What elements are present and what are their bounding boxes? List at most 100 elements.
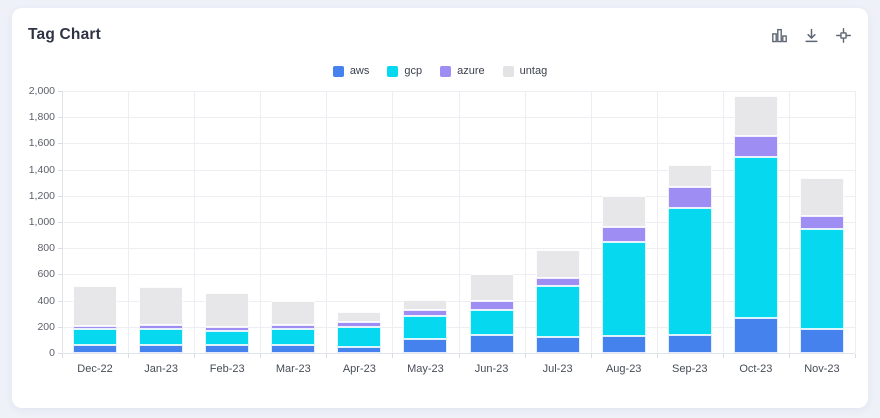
bar-segment-gcp[interactable] — [733, 156, 778, 318]
bar-segment-gcp[interactable] — [271, 328, 316, 346]
stacked-bar-jan-23[interactable] — [139, 91, 184, 353]
stacked-bar-may-23[interactable] — [403, 91, 448, 353]
v-gridline — [855, 91, 856, 353]
y-tick — [58, 274, 62, 276]
x-tick — [458, 354, 460, 358]
v-gridline — [590, 91, 592, 353]
bar-segment-aws[interactable] — [73, 345, 118, 353]
stacked-bar-mar-23[interactable] — [271, 91, 316, 353]
bar-segment-untag[interactable] — [535, 249, 580, 279]
y-tick — [58, 195, 62, 197]
y-axis-label: 0 — [49, 347, 55, 359]
bar-segment-aws[interactable] — [205, 345, 250, 353]
bar-segment-gcp[interactable] — [469, 309, 514, 336]
legend-item-azure[interactable]: azure — [440, 65, 485, 77]
bar-segment-gcp[interactable] — [799, 229, 844, 330]
stacked-bar-oct-23[interactable] — [733, 91, 778, 353]
bar-segment-aws[interactable] — [403, 338, 448, 353]
bar-segment-azure[interactable] — [271, 324, 316, 329]
legend-item-aws[interactable]: aws — [332, 65, 369, 77]
bar-segment-azure[interactable] — [535, 278, 580, 287]
bar-segment-gcp[interactable] — [139, 329, 184, 345]
card-header: Tag Chart — [28, 22, 856, 48]
bar-segment-untag[interactable] — [469, 274, 514, 301]
chart-title: Tag Chart — [28, 26, 101, 43]
stacked-bar-aug-23[interactable] — [601, 91, 646, 353]
bar-segment-untag[interactable] — [733, 96, 778, 136]
y-axis-label: 1,000 — [28, 216, 55, 228]
y-axis-label: 1,800 — [28, 111, 55, 124]
v-gridline — [524, 91, 526, 353]
x-axis-label: Jan-23 — [144, 363, 178, 375]
bar-segment-azure[interactable] — [337, 322, 382, 327]
bar-segment-azure[interactable] — [667, 187, 712, 209]
v-gridline — [722, 91, 724, 353]
x-tick — [524, 354, 526, 358]
x-axis-label: Nov-23 — [804, 363, 840, 375]
bar-segment-aws[interactable] — [667, 335, 712, 353]
bar-segment-azure[interactable] — [73, 325, 118, 330]
bar-segment-untag[interactable] — [337, 311, 382, 323]
legend-swatch-azure — [440, 65, 452, 77]
bar-segment-azure[interactable] — [469, 300, 514, 310]
y-tick — [58, 222, 62, 223]
bar-segment-untag[interactable] — [271, 300, 316, 325]
bar-segment-azure[interactable] — [139, 324, 184, 330]
bar-segment-gcp[interactable] — [205, 331, 250, 346]
legend-item-untag[interactable]: untag — [502, 65, 547, 77]
download-icon[interactable] — [798, 22, 824, 48]
stacked-bar-jul-23[interactable] — [535, 91, 580, 353]
stacked-bar-apr-23[interactable] — [337, 91, 382, 353]
bar-segment-aws[interactable] — [139, 344, 184, 353]
bar-segment-azure[interactable] — [601, 226, 646, 243]
bar-segment-aws[interactable] — [271, 345, 316, 353]
x-tick — [194, 354, 196, 358]
bar-segment-untag[interactable] — [601, 195, 646, 227]
bar-segment-aws[interactable] — [469, 335, 514, 353]
bar-segment-aws[interactable] — [799, 329, 844, 353]
x-axis-label: Jun-23 — [474, 363, 509, 375]
bar-segment-gcp[interactable] — [667, 208, 712, 336]
legend-item-gcp[interactable]: gcp — [387, 65, 422, 77]
bar-segment-untag[interactable] — [139, 286, 184, 325]
bar-segment-untag[interactable] — [799, 178, 844, 217]
v-gridline — [458, 91, 460, 353]
y-tick — [58, 91, 62, 92]
bar-segment-gcp[interactable] — [403, 315, 448, 339]
header-actions — [766, 22, 856, 48]
bar-segment-azure[interactable] — [403, 310, 448, 316]
stacked-bar-nov-23[interactable] — [799, 91, 844, 353]
y-axis-label: 600 — [37, 268, 55, 281]
x-axis-label: Oct-23 — [739, 363, 773, 375]
bar-segment-azure[interactable] — [799, 216, 844, 230]
x-tick — [62, 354, 63, 358]
y-axis-label: 200 — [37, 320, 55, 333]
h-gridline — [62, 353, 855, 354]
bar-segment-gcp[interactable] — [535, 286, 580, 337]
stacked-bar-sep-23[interactable] — [667, 91, 712, 353]
legend-swatch-untag — [502, 65, 514, 77]
bar-segment-untag[interactable] — [667, 165, 712, 188]
bar-segment-untag[interactable] — [403, 299, 448, 311]
tag-chart-card: Tag Chart — [12, 8, 868, 408]
bar-segment-azure[interactable] — [733, 135, 778, 157]
bar-segment-gcp[interactable] — [601, 242, 646, 336]
bar-segment-aws[interactable] — [601, 335, 646, 353]
plot-area: 0 200 400 600 800 1,000 1,200 1,400 1,600 1,800 2,… — [12, 8, 868, 408]
bar-segment-azure[interactable] — [205, 327, 250, 332]
x-tick — [326, 354, 328, 358]
y-tick — [58, 326, 62, 328]
stacked-bar-feb-23[interactable] — [205, 91, 250, 353]
bar-segment-untag[interactable] — [205, 293, 250, 328]
stacked-bar-dec-22[interactable] — [73, 91, 118, 353]
bar-segment-aws[interactable] — [733, 317, 778, 353]
v-gridline — [326, 91, 328, 353]
bar-segment-gcp[interactable] — [73, 329, 118, 346]
bar-segment-untag[interactable] — [73, 286, 118, 326]
stacked-bar-jun-23[interactable] — [469, 91, 514, 353]
bar-segment-aws[interactable] — [337, 347, 382, 353]
bar-chart-icon[interactable] — [766, 22, 792, 48]
bar-segment-gcp[interactable] — [337, 326, 382, 348]
bar-segment-aws[interactable] — [535, 336, 580, 353]
compress-icon[interactable] — [830, 22, 856, 48]
